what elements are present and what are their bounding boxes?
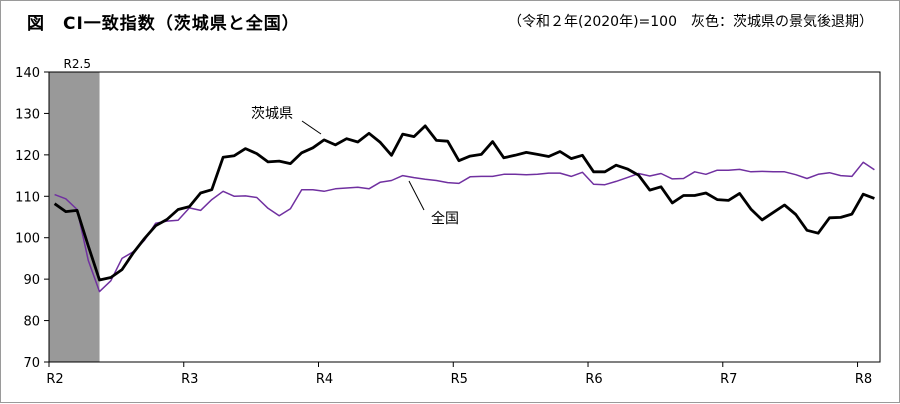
y-tick-label: 130 — [15, 107, 40, 122]
series-leader-zenkoku — [408, 180, 425, 211]
chart-subtitle: （令和２年(2020年)=100 灰色：茨城県の景気後退期） — [507, 14, 873, 30]
recession-label: R2.5 — [64, 57, 91, 71]
x-tick-label: R3 — [181, 372, 198, 387]
y-tick-label: 70 — [23, 356, 40, 371]
y-tick-label: 90 — [23, 273, 40, 288]
y-tick-label: 120 — [15, 149, 40, 164]
series-label-ibaraki: 茨城県 — [251, 106, 293, 122]
plot-border — [48, 71, 881, 363]
page-title: 図 CI一致指数（茨城県と全国） — [27, 14, 300, 34]
x-tick-label: R2 — [46, 372, 63, 387]
series-group — [53, 124, 875, 293]
y-tick-label: 100 — [15, 232, 40, 247]
axes: 70 80 90 100 110 120 130 140 R2 R3 R4 R5 R6 R7 R8 — [15, 66, 881, 387]
recession-band — [49, 72, 100, 362]
series-leader-ibaraki — [301, 120, 322, 135]
x-tick-label: R4 — [316, 372, 333, 387]
series-line-1 — [54, 161, 875, 293]
x-tick-label: R7 — [720, 372, 737, 387]
series-line-0 — [53, 124, 875, 282]
x-tick-label: R5 — [451, 372, 468, 387]
x-tick-label: R8 — [855, 372, 872, 387]
y-tick-label: 110 — [15, 190, 40, 205]
series-label-zenkoku: 全国 — [431, 210, 459, 227]
x-tick-label: R6 — [585, 372, 602, 387]
y-tick-label: 80 — [23, 315, 40, 330]
y-tick-label: 140 — [15, 66, 40, 81]
